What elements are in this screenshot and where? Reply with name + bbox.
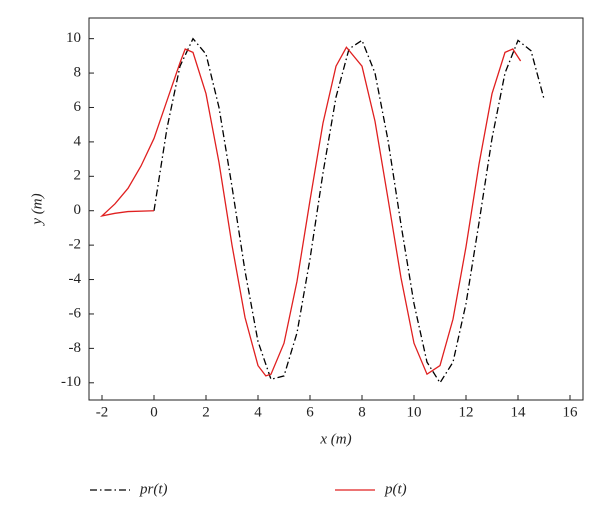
y-tick-label: -4 xyxy=(69,271,82,287)
y-tick-label: 10 xyxy=(66,30,81,46)
y-axis-label: y (m) xyxy=(29,193,45,226)
series-line xyxy=(153,37,545,385)
y-tick-label: -2 xyxy=(69,237,82,253)
x-tick-label: 14 xyxy=(511,404,527,420)
y-tick-label: 4 xyxy=(74,133,82,149)
x-tick-label: 8 xyxy=(358,404,366,420)
y-tick-label: 2 xyxy=(74,168,82,184)
x-tick-label: 16 xyxy=(563,404,579,420)
y-tick-label: -10 xyxy=(61,374,81,390)
legend-label: pr(t) xyxy=(139,481,168,497)
y-tick-label: 6 xyxy=(74,99,82,115)
x-tick-label: 0 xyxy=(150,404,158,420)
y-tick-label: -6 xyxy=(69,305,82,321)
y-tick-label: 0 xyxy=(74,202,82,218)
plot-frame xyxy=(88,17,584,401)
legend-label: p(t) xyxy=(384,481,407,497)
y-tick-label: -8 xyxy=(69,340,82,356)
x-tick-label: 2 xyxy=(202,404,210,420)
x-tick-label: 10 xyxy=(407,404,422,420)
x-tick-label: 4 xyxy=(254,404,262,420)
x-axis-label: x (m) xyxy=(319,431,351,447)
x-tick-label: 12 xyxy=(459,404,474,420)
x-tick-label: -2 xyxy=(96,404,109,420)
x-tick-label: 6 xyxy=(306,404,314,420)
series-line xyxy=(99,46,522,377)
y-tick-label: 8 xyxy=(74,65,82,81)
